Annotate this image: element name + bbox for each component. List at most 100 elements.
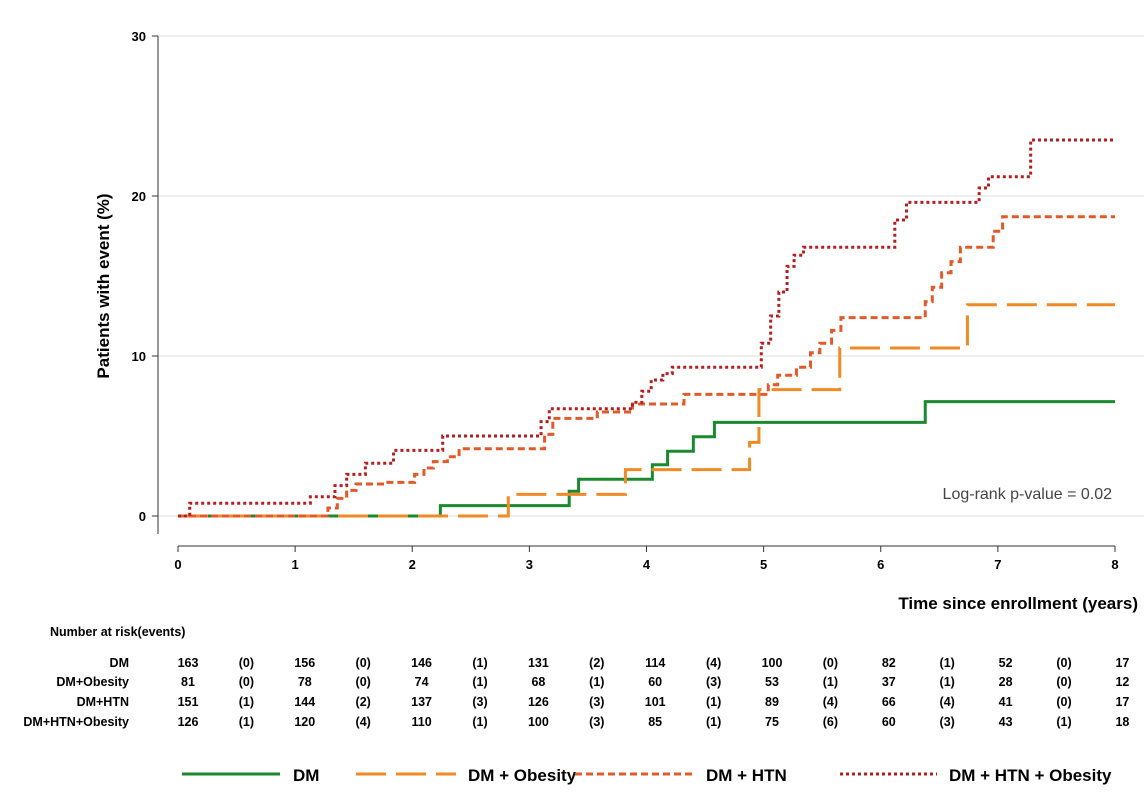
x-tick-label: 1 [292, 557, 299, 572]
x-tick-label: 3 [526, 557, 533, 572]
risk-row-label: DM+HTN [77, 695, 129, 709]
risk-cell: (1) [706, 695, 721, 709]
risk-cell: 100 [528, 715, 549, 729]
risk-row-label: DM+HTN+Obesity [23, 715, 129, 729]
legend-label: DM + HTN + Obesity [949, 766, 1112, 785]
risk-cell: 52 [999, 656, 1013, 670]
series-line-2 [178, 215, 1115, 518]
risk-cell: 75 [765, 715, 779, 729]
x-tick-label: 4 [643, 557, 651, 572]
legend-label: DM + Obesity [468, 766, 577, 785]
risk-cell: 60 [648, 675, 662, 689]
risk-cell: 82 [882, 656, 896, 670]
risk-cell: (1) [823, 675, 838, 689]
risk-cell: (0) [1056, 695, 1071, 709]
risk-cell: (4) [356, 715, 371, 729]
risk-cell: (3) [472, 695, 487, 709]
risk-cell: (1) [940, 675, 955, 689]
x-tick-label: 5 [760, 557, 767, 572]
risk-cell: (1) [239, 695, 254, 709]
risk-table-title: Number at risk(events) [50, 625, 185, 639]
risk-cell: 78 [298, 675, 312, 689]
risk-cell: (3) [706, 675, 721, 689]
risk-cell: (0) [239, 675, 254, 689]
risk-cell: 53 [765, 675, 779, 689]
risk-cell: 12 [1115, 675, 1129, 689]
risk-cell: 37 [882, 675, 896, 689]
risk-cell: (1) [472, 715, 487, 729]
series-line-3 [178, 138, 1115, 518]
x-tick-label: 0 [174, 557, 181, 572]
risk-cell: 18 [1115, 715, 1129, 729]
y-ticks: 0 10 20 30 [132, 29, 158, 524]
risk-cell: 146 [411, 656, 432, 670]
risk-cell: (3) [940, 715, 955, 729]
y-tick-label: 0 [139, 509, 146, 524]
risk-cell: 144 [294, 695, 315, 709]
risk-cell: (4) [823, 695, 838, 709]
y-tick-label: 10 [132, 349, 146, 364]
risk-cell: (4) [940, 695, 955, 709]
risk-cell: (6) [823, 715, 838, 729]
x-tick-label: 2 [409, 557, 416, 572]
risk-cell: (3) [589, 715, 604, 729]
y-tick-label: 20 [132, 189, 146, 204]
risk-row-label: DM+Obesity [56, 675, 129, 689]
risk-cell: 114 [645, 656, 665, 670]
y-tick-label: 30 [132, 29, 146, 44]
legend-label: DM [293, 766, 319, 785]
risk-cell: 151 [178, 695, 199, 709]
risk-cell: 17 [1115, 656, 1129, 670]
logrank-annotation: Log-rank p-value = 0.02 [943, 486, 1113, 503]
risk-cell: 126 [528, 695, 549, 709]
risk-cell: 17 [1115, 695, 1129, 709]
risk-cell: 156 [294, 656, 315, 670]
risk-cell: (1) [239, 715, 254, 729]
risk-cell: 41 [999, 695, 1013, 709]
risk-cell: (0) [239, 656, 254, 670]
risk-cell: (0) [356, 675, 371, 689]
x-ticks: 0 1 2 3 4 5 6 7 8 [174, 546, 1119, 572]
risk-table: DM 163 (0) 156 (0) 146 (1) 131 (2) 114 (4) 100 (0) 82… [23, 656, 1129, 729]
risk-cell: 43 [999, 715, 1013, 729]
risk-cell: 120 [294, 715, 315, 729]
risk-cell: 66 [882, 695, 896, 709]
legend-label: DM + HTN [706, 766, 787, 785]
x-tick-label: 6 [877, 557, 884, 572]
risk-cell: (0) [823, 656, 838, 670]
risk-cell: 68 [531, 675, 545, 689]
risk-cell: 74 [415, 675, 429, 689]
risk-cell: 126 [178, 715, 199, 729]
risk-cell: (1) [940, 656, 955, 670]
risk-cell: (1) [1056, 715, 1071, 729]
risk-cell: (1) [472, 656, 487, 670]
risk-cell: (1) [589, 675, 604, 689]
risk-cell: (0) [1056, 675, 1071, 689]
risk-cell: (0) [356, 656, 371, 670]
risk-cell: (1) [706, 715, 721, 729]
risk-cell: 101 [645, 695, 666, 709]
x-tick-label: 8 [1111, 557, 1118, 572]
risk-cell: 60 [882, 715, 896, 729]
risk-cell: 100 [762, 656, 783, 670]
y-axis-label: Patients with event (%) [94, 193, 113, 378]
series-line-1 [178, 303, 1115, 518]
risk-row-label: DM [110, 656, 129, 670]
risk-cell: 89 [765, 695, 779, 709]
risk-cell: (0) [1056, 656, 1071, 670]
risk-cell: 85 [648, 715, 662, 729]
risk-cell: (2) [589, 656, 604, 670]
risk-cell: 163 [178, 656, 199, 670]
x-tick-label: 7 [994, 557, 1001, 572]
risk-cell: 137 [411, 695, 432, 709]
x-axis-label: Time since enrollment (years) [898, 594, 1138, 613]
legend: DM DM + Obesity DM + HTN DM + HTN + Obesity [182, 766, 1112, 785]
risk-cell: 28 [999, 675, 1013, 689]
risk-cell: (4) [706, 656, 721, 670]
risk-cell: (1) [472, 675, 487, 689]
risk-cell: 81 [181, 675, 195, 689]
risk-cell: 110 [412, 715, 432, 729]
risk-cell: (3) [589, 695, 604, 709]
risk-cell: (2) [356, 695, 371, 709]
